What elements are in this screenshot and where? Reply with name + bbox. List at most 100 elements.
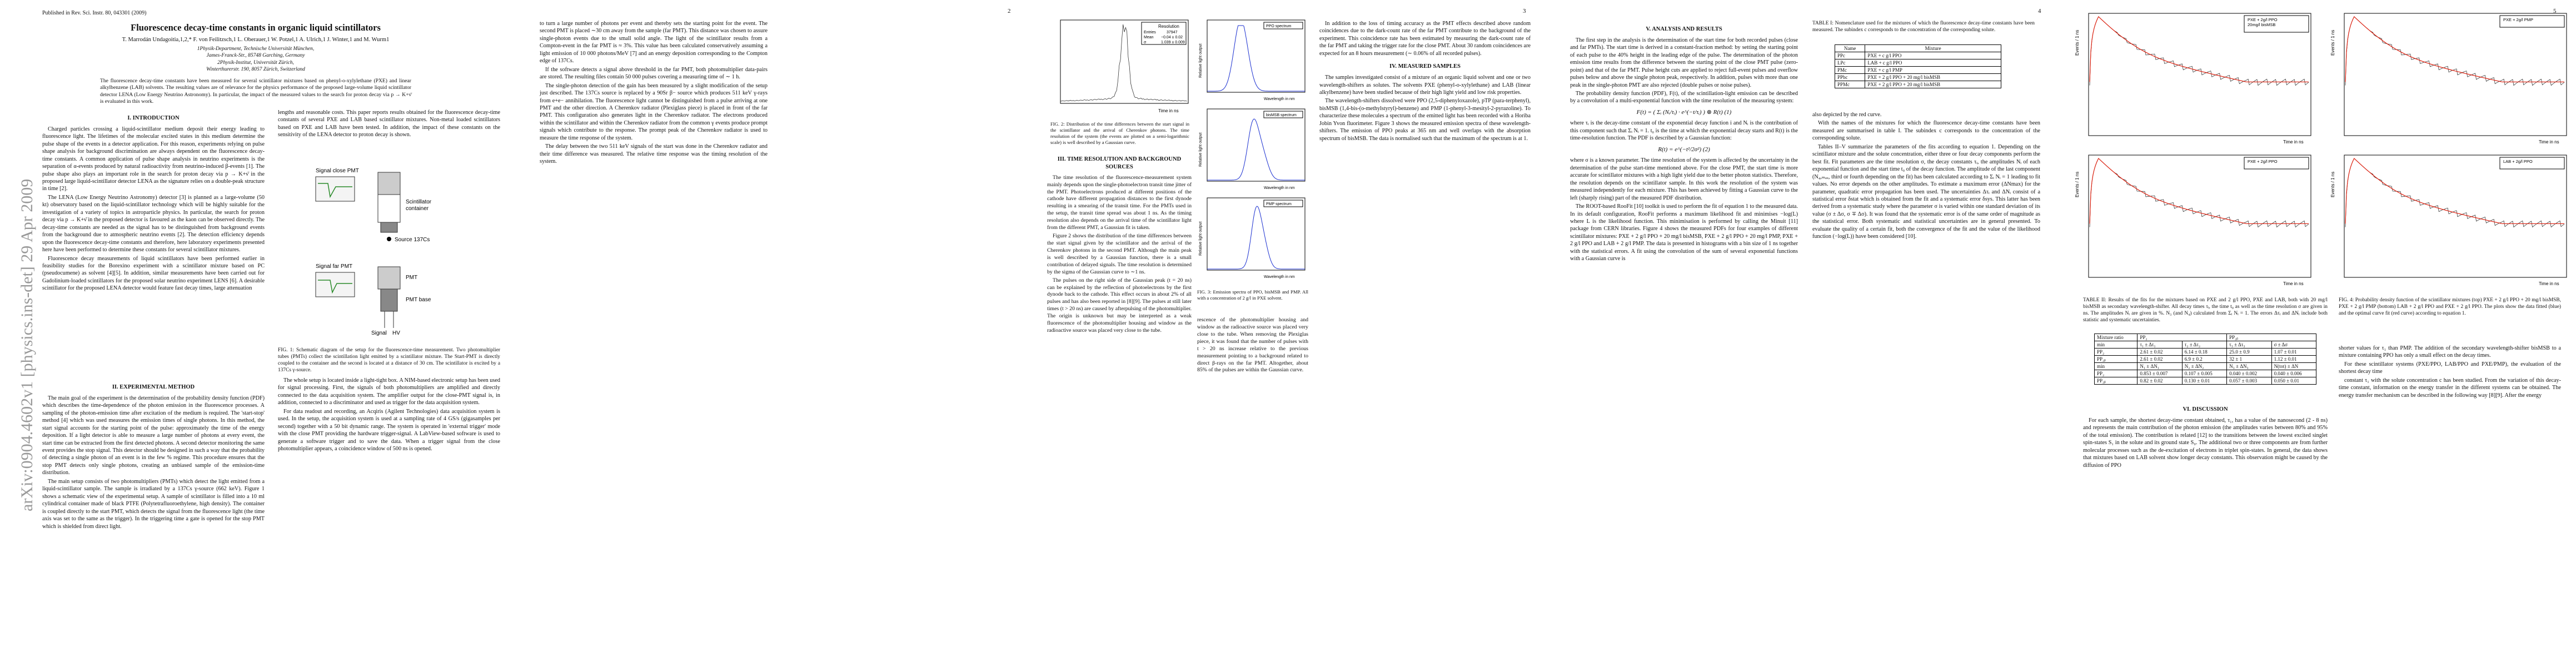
- paragraph: Fluorescence decay measurements of liqui…: [42, 255, 265, 292]
- legend-box: [2244, 15, 2309, 33]
- stats-entries: 37947: [1167, 31, 1178, 34]
- y-axis-label: Relative light output: [1199, 221, 1203, 256]
- y-axis-label: Events / 1 ns: [2330, 30, 2335, 56]
- fit-curve: [2345, 157, 2565, 225]
- column-left: III. TIME RESOLUTION AND BACKGROUND SOUR…: [1047, 150, 1192, 336]
- figure-4-caption: FIG. 4: Probability density function of …: [2339, 297, 2561, 317]
- table-cell: 1.12 ± 0.01: [2271, 355, 2317, 363]
- figure-2-resolution-histogram: Resolution Entries 37947 Mean −0.04 ± 0.…: [1047, 17, 1192, 117]
- paragraph: Charged particles crossing a liquid-scin…: [42, 126, 265, 192]
- x-axis-label: Wavelength in nm: [1264, 97, 1295, 101]
- paragraph: where τᵢ is the decay-time constant of t…: [1570, 120, 1798, 142]
- column-left: I. INTRODUCTION Charged particles crossi…: [42, 109, 265, 293]
- column-left: VI. DISCUSSION For each sample, the shor…: [2083, 400, 2328, 470]
- plot-frame: [1207, 197, 1306, 271]
- legend-label: PPO spectrum: [1266, 24, 1292, 28]
- page-2: 2 to turn a large number of photons per …: [515, 0, 1030, 667]
- paragraph: For each sample, the shortest decay-time…: [2083, 417, 2328, 469]
- paragraph: to turn a large number of photons per ev…: [540, 21, 768, 64]
- label-pmt-base: PMT base: [406, 297, 431, 303]
- paragraph: The ROOT-based RooFit [10] toolkit is us…: [1570, 203, 1798, 262]
- stats-box-title: Resolution: [1158, 24, 1179, 29]
- table-cell: N₁ ± ΔN₁: [2137, 362, 2183, 370]
- affiliation-line: 1Physik-Department, Technische Universit…: [197, 46, 315, 52]
- spectrum-curve: [1207, 25, 1305, 92]
- table-cell: PXE + c g/l PPO: [1865, 52, 2001, 59]
- paragraph: The wavelength-shifters dissolved were P…: [1319, 98, 1531, 142]
- table-row: min τ₁ ± Δτ₁ τ₂ ± Δτ₂ τ₃ ± Δτ₃ σ ± Δσ: [2094, 341, 2317, 349]
- plot-frame: [2344, 155, 2567, 278]
- x-axis-label: Time in ns: [1158, 108, 1179, 113]
- paragraph: The whole setup is located inside a ligh…: [278, 377, 500, 406]
- table-cell: LAB + c g/l PPO: [1865, 59, 2001, 67]
- column-middle-lower: rescence of the photomultiplier housing …: [1197, 317, 1308, 375]
- table-cell: 0.040 ± 0.006: [2271, 370, 2317, 377]
- x-axis-label: Wavelength in nm: [1264, 186, 1295, 190]
- table-cell: PXE + 2 g/l PPO + 20 mg/l bisMSB: [1865, 73, 2001, 81]
- table-cell: PP₂ᵦ: [2094, 355, 2138, 363]
- equation-1: F(t) = ( Σᵢ (Nᵢ/τᵢ) · e^(−t/τᵢ) ) ⊗ R(t)…: [1636, 108, 1732, 116]
- table-header-cell: Mixture ratio: [2094, 334, 2138, 341]
- page-1: arXiv:0904.4602v1 [physics.ins-det] 29 A…: [0, 0, 515, 667]
- page-4: 4 V. ANALYSIS AND RESULTS The first step…: [1546, 0, 2061, 667]
- affiliation-line: Winterthurerstr. 190, 8057 Zürich, Switz…: [206, 67, 305, 73]
- author-list: T. Marrodán Undagoitia,1,2,* F. von Feil…: [122, 37, 390, 43]
- legend-box: [1263, 200, 1303, 207]
- paragraph: If the software detects a signal above t…: [540, 66, 768, 81]
- table-cell: 2.61 ± 0.02: [2137, 355, 2183, 363]
- figure-3-spectra: PPO spectrum Wavelength in nm Relative lig…: [1197, 17, 1308, 283]
- table-cell: N₃ ± ΔN₃: [2226, 362, 2272, 370]
- arxiv-stamp: arXiv:0904.4602v1 [physics.ins-det] 29 A…: [18, 178, 36, 511]
- legend-label: bisMSB spectrum: [1266, 113, 1297, 117]
- figure-1-caption: FIG. 1: Schematic diagram of the setup f…: [278, 347, 500, 374]
- paragraph: In addition to the loss of timing accura…: [1319, 21, 1531, 57]
- stats-sigma: 1.039 ± 0.009: [1161, 41, 1185, 44]
- x-axis-label: Time in ns: [2283, 140, 2304, 145]
- table-cell: PPMc: [1834, 81, 1866, 88]
- paragraph: where σ is a known parameter. The time r…: [1570, 157, 1798, 201]
- paragraph: shorter values for τ₁ than PMP. The addi…: [2339, 345, 2561, 359]
- table-row: PP₂ᵦ 2.61 ± 0.02 6.9 ± 0.2 32 ± 1 1.12 ± 0.0…: [2094, 355, 2317, 363]
- table-row: LPc LAB + c g/l PPO: [1834, 59, 2001, 67]
- table-cell: 6.9 ± 0.2: [2181, 355, 2228, 363]
- table-header-cell: Mixture: [1865, 44, 2001, 52]
- table-1-nomenclature: Name Mixture PPc PXE + c g/l PPO LPc LAB +…: [1834, 44, 2001, 88]
- paragraph: For data readout and recording, an Acqir…: [278, 408, 500, 452]
- equation-2: R(t) = e^(−t²/2σ²) (2): [1658, 146, 1710, 153]
- decay-panel: PXE + 2g/l PMP Time in ns Events / 1 ns: [2330, 13, 2567, 145]
- histogram-line: [1060, 24, 1187, 102]
- paragraph: rescence of the photomultiplier housing …: [1197, 317, 1308, 374]
- section-heading: III. TIME RESOLUTION AND BACKGROUND SOUR…: [1057, 156, 1182, 170]
- paragraph: The first step in the analysis is the de…: [1570, 37, 1798, 88]
- table-cell: τ₁ ± Δτ₁: [2137, 341, 2183, 349]
- fit-curve: [2345, 16, 2565, 83]
- paragraph: For these scintillator systems (PXE/PPO,…: [2339, 361, 2561, 375]
- paragraph: The LENA (Low Energy Neutrino Astronomy)…: [42, 194, 265, 253]
- label-pmt: PMT: [406, 275, 417, 281]
- figure-4-pdf-plots: PXE + 2g/l PPO 20mg/l bisMSB Time in ns Eve…: [2072, 11, 2572, 289]
- paragraph: The single-photon detection of the gain …: [540, 82, 768, 141]
- paragraph: The pulses on the right side of the Gaus…: [1047, 277, 1192, 334]
- plot-frame: [1207, 19, 1306, 93]
- paragraph: The time resolution of the fluorescence-…: [1047, 174, 1192, 231]
- table-row: PP₂ 2.61 ± 0.02 6.14 ± 0.18 25.0 ± 0.9 1.07 …: [2094, 348, 2317, 356]
- legend-box: [2244, 157, 2309, 170]
- paragraph: lengths and reasonable costs. This paper…: [278, 109, 500, 138]
- table-cell: τ₂ ± Δτ₂: [2181, 341, 2228, 349]
- page-number: 2: [1008, 8, 1011, 14]
- y-axis-label: Events / 1 ns: [2075, 30, 2080, 56]
- stats-mean-label: Mean: [1144, 36, 1154, 39]
- table-row: PP₂ᵦ 0.82 ± 0.02 0.130 ± 0.01 0.057 ± 0.003…: [2094, 377, 2317, 385]
- affiliation-line: James-Franck-Str., 85748 Garching, Germa…: [206, 53, 305, 59]
- table-cell: PP₂ᵦ: [2094, 377, 2138, 385]
- column-left: to turn a large number of photons per ev…: [540, 20, 768, 167]
- legend-label: PXE + 2g/l PMP: [2503, 17, 2533, 22]
- table-row: min N₁ ± ΔN₁ N₂ ± ΔN₂ N₃ ± ΔN₃ N(tot) ± ΔN: [2094, 362, 2317, 370]
- table-cell: 0.853 ± 0.007: [2137, 370, 2183, 377]
- x-axis-label: Time in ns: [2283, 281, 2304, 286]
- table-row: PP₂ 0.853 ± 0.007 0.107 ± 0.005 0.040 ± 0.0…: [2094, 370, 2317, 377]
- paragraph: The delay between the two 511 keV signal…: [540, 143, 768, 165]
- y-axis-label: Relative light output: [1199, 132, 1203, 167]
- legend-box: [1263, 22, 1303, 29]
